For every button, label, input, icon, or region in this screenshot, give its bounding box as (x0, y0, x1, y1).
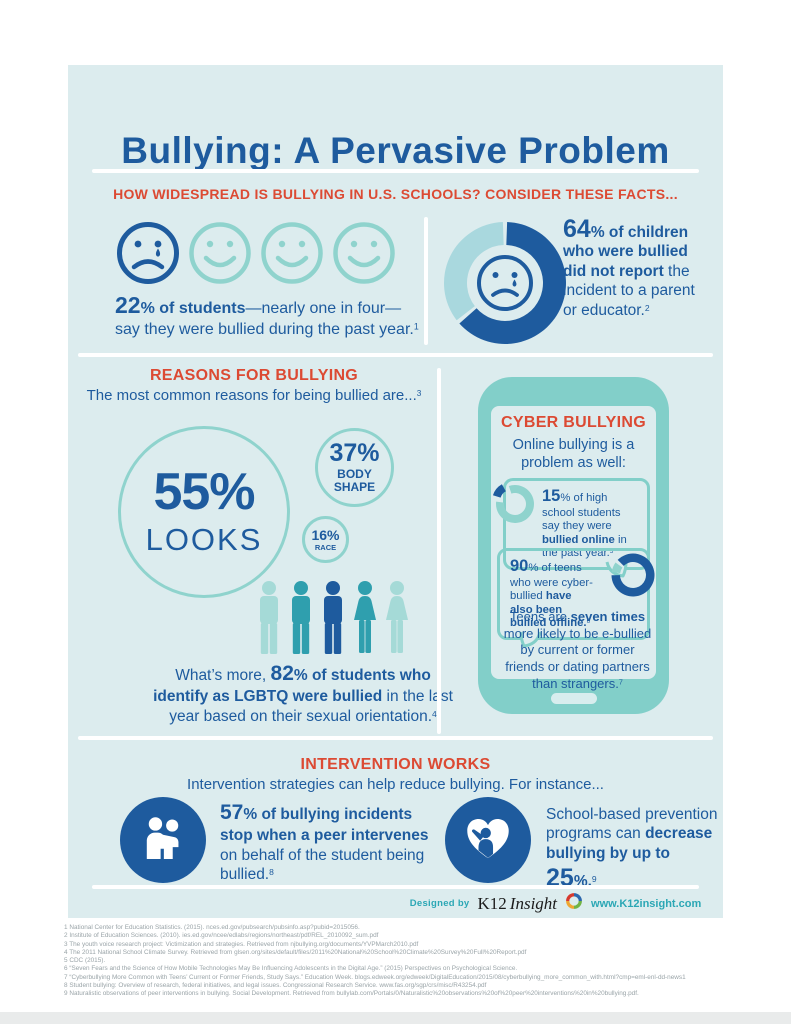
happy-face-icon (331, 220, 397, 291)
divider (437, 368, 441, 734)
smartphone-graphic: CYBER BULLYING Online bullying is a prob… (478, 377, 669, 714)
person-female-icon (350, 580, 380, 661)
cyber-subheading: Online bullying is a problem as well: (491, 436, 656, 472)
page-edge-strip (0, 1012, 791, 1024)
fact-64-percent: 64% of children who were bullied did not… (563, 215, 695, 319)
website-link: www.K12insight.com (591, 897, 702, 910)
intervention-heading: INTERVENTION WORKS (300, 756, 491, 773)
footnote: 7 “Cyberbullying More Common with Teens’… (64, 973, 686, 981)
fact-lgbtq: What’s more, 82% of students who identif… (153, 662, 453, 726)
donut-chart-90-percent (611, 553, 655, 597)
divider (92, 169, 699, 173)
footnote: 4 The 2011 National School Climate Surve… (64, 948, 527, 956)
bubble-offline-text: 90% of teens who were cyber-bullied have… (510, 557, 593, 630)
happy-face-icon (187, 220, 253, 291)
footnote: 1 National Center for Education Statisti… (64, 924, 360, 931)
looks-percent: 55% (153, 463, 255, 521)
footnote: 6 “Seven Fears and the Science of How Mo… (64, 965, 518, 973)
happy-face-icon (259, 220, 325, 291)
fact-57-percent: 57% of bullying incidents stop when a pe… (220, 801, 429, 883)
reasons-heading: REASONS FOR BULLYING (149, 367, 359, 384)
peer-intervention-badge (120, 797, 206, 883)
peer-support-icon (136, 811, 190, 870)
race-percent: 16% (311, 526, 340, 543)
divider (424, 217, 428, 345)
person-male-icon (254, 580, 284, 661)
cyber-heading: CYBER BULLYING (501, 414, 646, 431)
intervention-subheading: Intervention strategies can help reduce … (187, 776, 604, 793)
k12-insight-wordmark: K12 Insight (478, 894, 558, 914)
bubble-looks: 55% LOOKS (118, 426, 290, 598)
looks-label: LOOKS (145, 522, 263, 557)
donut-chart-64-percent (443, 221, 567, 345)
k12-insight-logo-icon (565, 892, 583, 915)
donut-chart-15-percent (492, 484, 534, 523)
poster-title: Bullying: A Pervasive Problem (121, 129, 670, 171)
body-shape-percent: 37% (329, 439, 380, 468)
cyber-subline1: Online bullying is a (512, 437, 635, 453)
speech-bubble-offline: 90% of teens who were cyber-bullied have… (497, 548, 655, 648)
fact-22-line2: say they were bullied during the past ye… (115, 320, 419, 338)
footnote: 5 CDC (2015). (64, 957, 106, 965)
fact-seven-times: Teens are seven times more likely to be … (503, 609, 652, 691)
heart-person-icon (460, 810, 516, 871)
facts-section-heading: HOW WIDESPREAD IS BULLYING IN U.S. SCHOO… (113, 186, 678, 202)
person-male-icon (318, 580, 348, 661)
bubble-race: 16% RACE (302, 516, 349, 563)
footnote-citations: 1 National Center for Education Statisti… (64, 924, 784, 999)
footnote: 8 Student bullying: Overview of research… (64, 982, 487, 990)
body-shape-label: BODY SHAPE (333, 467, 376, 494)
reasons-subheading: The most common reasons for being bullie… (86, 387, 422, 404)
designed-by-label: Designed by (409, 898, 470, 909)
brand-k12: K12 (477, 893, 507, 913)
brand-insight: Insight (509, 893, 558, 913)
footnote: 2 Institute of Education Sciences. (2010… (64, 932, 379, 940)
people-pictogram (254, 580, 412, 661)
divider (78, 353, 713, 357)
bubble-tail (519, 631, 542, 648)
infographic-poster: Bullying: A Pervasive Problem HOW WIDESP… (68, 65, 723, 918)
person-male-icon (286, 580, 316, 661)
prevention-badge (445, 797, 531, 883)
phone-home-button (550, 693, 597, 704)
person-female-icon (382, 580, 412, 661)
cyber-subline2: problem as well: (521, 455, 626, 472)
student-faces-pictogram (115, 220, 397, 291)
race-label: RACE (314, 542, 337, 552)
phone-screen: CYBER BULLYING Online bullying is a prob… (491, 406, 656, 691)
sad-face-icon (115, 220, 181, 291)
sad-face-icon (473, 251, 537, 315)
footnote: 3 The youth voice research project: Vict… (64, 940, 419, 948)
fact-25-percent: School-based prevention programs can dec… (546, 806, 718, 893)
fact-22-percent: 22% of students—nearly one in four— say … (115, 291, 425, 340)
footnote: 9 Naturalistic observations of peer inte… (64, 990, 639, 998)
divider (78, 736, 713, 740)
fact-22-line1: 22% of students—nearly one in four— (115, 292, 402, 318)
divider (92, 885, 699, 889)
bubble-body-shape: 37% BODY SHAPE (315, 428, 394, 507)
footer-credit: Designed by K12 Insight www.K12insight.c… (388, 892, 723, 915)
